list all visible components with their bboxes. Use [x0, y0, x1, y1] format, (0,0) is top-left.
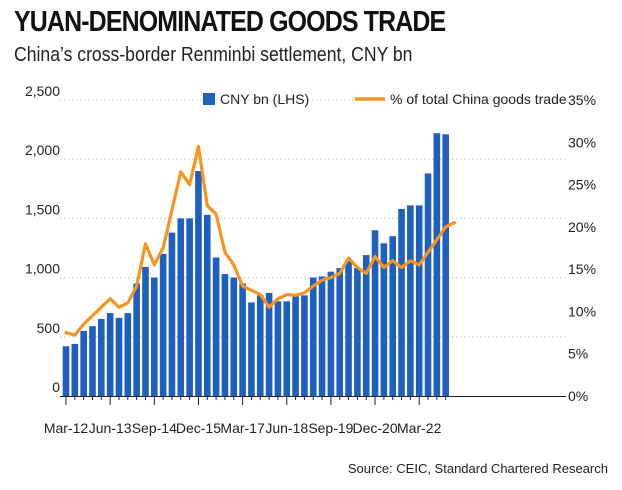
x-tick-label: Sep-19 — [308, 420, 353, 436]
chart-subtitle: China’s cross-border Renminbi settlement… — [14, 44, 413, 66]
bar — [265, 292, 273, 396]
bar — [380, 243, 388, 396]
bar — [159, 253, 167, 396]
bar — [133, 283, 140, 396]
right-tick-label: 5% — [568, 346, 588, 362]
right-tick-label: 30% — [568, 134, 596, 150]
bar — [89, 326, 96, 396]
right-tick-label: 25% — [568, 177, 596, 193]
bar — [62, 346, 70, 396]
left-tick-label: 1,000 — [25, 261, 60, 277]
legend-line-label: % of total China goods trade — [390, 91, 567, 107]
left-tick-label: 2,500 — [25, 83, 60, 99]
x-tick-label: Dec-15 — [176, 420, 221, 436]
right-tick-label: 0% — [568, 388, 588, 404]
bar — [177, 218, 185, 396]
right-axis-ticks: 0% 5% 10% 15% 20% 25% 30% 35% — [568, 92, 596, 404]
chart-title: YUAN-DENOMINATED GOODS TRADE — [14, 6, 446, 38]
bar — [106, 313, 114, 396]
x-tick-label: Mar-12 — [44, 420, 89, 436]
bar — [212, 257, 220, 396]
line-path — [64, 144, 457, 337]
bar — [256, 295, 264, 396]
x-tick-label: Dec-20 — [352, 420, 397, 436]
source-note: Source: CEIC, Standard Chartered Researc… — [347, 461, 608, 476]
right-tick-label: 20% — [568, 219, 596, 235]
line-series — [64, 144, 457, 337]
left-tick-label: 0 — [52, 379, 60, 395]
bar — [80, 330, 87, 396]
bar — [318, 276, 326, 396]
bar — [407, 205, 414, 396]
bar — [186, 218, 193, 396]
bar — [168, 232, 176, 396]
bar — [98, 319, 105, 396]
bar — [424, 173, 432, 396]
legend-bar-label: CNY bn (LHS) — [220, 91, 309, 107]
left-tick-label: 1,500 — [25, 201, 60, 217]
bar-series — [62, 133, 449, 397]
bar — [239, 283, 246, 396]
bar — [151, 277, 158, 396]
bar — [195, 171, 202, 396]
x-tick-label: Mar-22 — [397, 420, 442, 436]
bar — [415, 205, 423, 396]
bar — [398, 208, 405, 396]
bar — [230, 277, 238, 396]
bar — [115, 317, 123, 396]
left-tick-label: 500 — [37, 320, 61, 336]
bar — [203, 214, 211, 396]
bar — [336, 268, 344, 396]
x-tick-label: Sep-14 — [132, 420, 177, 436]
x-tick-label: Jun-13 — [89, 420, 132, 436]
bar — [433, 133, 441, 397]
bar — [71, 343, 79, 396]
bar — [354, 268, 361, 396]
bar — [442, 134, 449, 396]
bar — [309, 277, 317, 396]
right-tick-label: 35% — [568, 92, 596, 108]
x-axis: Mar-12 Jun-13 Sep-14 Dec-15 Mar-17 Jun-18 Sep-… — [44, 396, 566, 436]
x-tick-label: Mar-17 — [220, 420, 265, 436]
legend: CNY bn (LHS) % of total China goods trad… — [203, 91, 567, 107]
bar — [283, 301, 291, 396]
bar — [221, 274, 229, 396]
x-tick-label: Jun-18 — [265, 420, 308, 436]
bar — [362, 255, 370, 396]
bar — [248, 302, 255, 396]
legend-bar-swatch — [203, 93, 215, 105]
bar — [292, 295, 299, 396]
bar — [389, 236, 397, 396]
bar — [124, 313, 132, 396]
bar — [301, 295, 308, 396]
left-tick-label: 2,000 — [25, 142, 60, 158]
bar — [274, 301, 282, 396]
right-tick-label: 15% — [568, 261, 596, 277]
left-axis-ticks: 0 500 1,000 1,500 2,000 2,500 — [25, 83, 60, 395]
bar — [371, 230, 379, 396]
right-tick-label: 10% — [568, 303, 596, 319]
bar — [327, 271, 335, 396]
bar — [142, 266, 149, 396]
bar — [345, 261, 352, 396]
